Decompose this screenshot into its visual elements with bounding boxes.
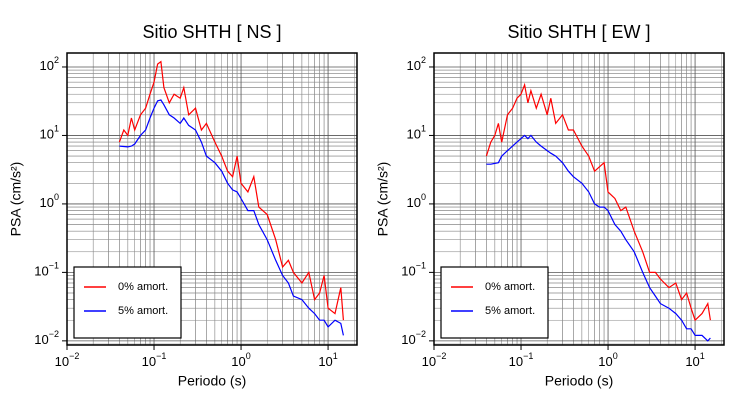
x-tick-label: 101 [318,351,337,369]
x-tick-label: 10−1 [142,351,167,369]
y-tick-label-base: 10 [40,127,54,142]
y-tick-label-base: 10 [407,195,421,210]
y-tick-label: 10−1 [401,261,426,279]
y-tick-label-exponent: 0 [54,192,59,202]
x-tick-label-exponent: 1 [700,351,705,361]
x-tick-label: 10−2 [55,351,80,369]
plot-frame [66,52,358,346]
x-axis-label: Periodo (s) [178,373,246,389]
x-tick-label: 10−2 [422,351,447,369]
y-tick-label: 10−1 [34,261,59,279]
series-line [119,99,344,336]
plot-frame [433,52,725,346]
x-tick-label-base: 10 [422,354,436,369]
y-tick-label-exponent: 1 [421,124,426,134]
legend-label: 0% amort. [485,281,535,293]
y-tick-label-base: 10 [34,264,48,279]
x-tick-label-base: 10 [231,354,245,369]
y-tick-label-base: 10 [401,264,415,279]
x-tick-label-exponent: −2 [436,351,446,361]
x-tick-label-exponent: 0 [246,351,251,361]
y-tick-label-exponent: 2 [54,55,59,65]
x-tick-label-base: 10 [598,354,612,369]
x-tick-label-exponent: −1 [523,351,533,361]
y-tick-label-base: 10 [40,58,54,73]
legend-label: 5% amort. [118,305,168,317]
y-tick-label: 101 [40,124,59,142]
y-tick-label-base: 10 [401,332,415,347]
x-tick-label-exponent: 1 [333,351,338,361]
y-tick-label-exponent: −1 [49,261,59,271]
y-tick-label: 100 [407,192,426,210]
series-line [486,134,711,342]
y-tick-label-base: 10 [407,58,421,73]
y-tick-label-exponent: 0 [421,192,426,202]
legend-label: 0% amort. [118,281,168,293]
x-tick-label-exponent: −2 [69,351,79,361]
x-axis-label: Periodo (s) [545,373,613,389]
x-tick-label-base: 10 [509,354,523,369]
y-tick-label: 10−2 [34,329,59,347]
chart-title: Sitio SHTH [ EW ] [507,22,650,42]
x-tick-label-base: 10 [55,354,69,369]
x-tick-label-exponent: −1 [156,351,166,361]
y-tick-label-exponent: −2 [416,329,426,339]
y-tick-label: 102 [407,55,426,73]
x-tick-label: 100 [231,351,250,369]
x-tick-label: 100 [598,351,617,369]
x-tick-label-base: 10 [318,354,332,369]
x-tick-label-exponent: 0 [613,351,618,361]
y-tick-label-exponent: −2 [49,329,59,339]
y-tick-label-base: 10 [40,195,54,210]
chart-title: Sitio SHTH [ NS ] [142,22,281,42]
y-axis-label: PSA (cm/s²) [375,162,391,237]
series-line [118,60,344,321]
x-tick-label-base: 10 [142,354,156,369]
y-tick-label-exponent: 1 [54,124,59,134]
y-tick-label: 101 [407,124,426,142]
legend-box [73,266,182,339]
x-tick-label: 10−1 [509,351,534,369]
legend-label: 5% amort. [485,305,535,317]
y-tick-label-exponent: 2 [421,55,426,65]
y-tick-label: 100 [40,192,59,210]
y-tick-label: 102 [40,55,59,73]
legend-box [440,266,549,339]
y-tick-label-exponent: −1 [416,261,426,271]
y-tick-label-base: 10 [34,332,48,347]
y-tick-label-base: 10 [407,127,421,142]
y-axis-label: PSA (cm/s²) [8,162,24,237]
series-line [485,82,711,322]
y-tick-label: 10−2 [401,329,426,347]
x-tick-label-base: 10 [685,354,699,369]
x-tick-label: 101 [685,351,704,369]
